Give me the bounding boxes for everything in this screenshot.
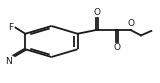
Text: O: O bbox=[127, 19, 134, 28]
Text: O: O bbox=[93, 8, 100, 17]
Text: O: O bbox=[113, 43, 120, 52]
Text: N: N bbox=[5, 57, 11, 66]
Text: F: F bbox=[8, 23, 14, 32]
